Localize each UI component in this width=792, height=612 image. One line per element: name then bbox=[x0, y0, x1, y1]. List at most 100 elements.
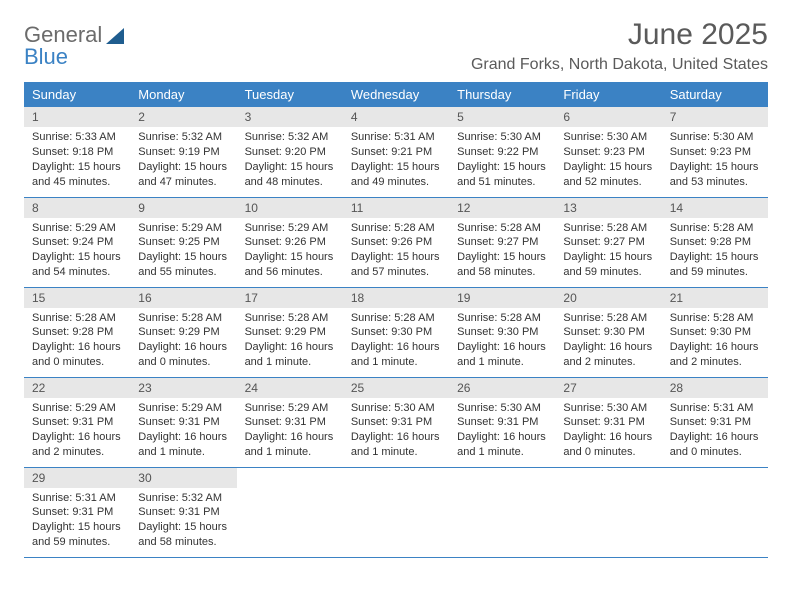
sunset-line: Sunset: 9:19 PM bbox=[138, 145, 228, 160]
sunset-line: Sunset: 9:31 PM bbox=[457, 415, 547, 430]
daylight-line: Daylight: 16 hours and 1 minute. bbox=[245, 340, 335, 370]
calendar-day-cell: 11Sunrise: 5:28 AMSunset: 9:26 PMDayligh… bbox=[343, 197, 449, 287]
day-body: Sunrise: 5:30 AMSunset: 9:31 PMDaylight:… bbox=[555, 398, 661, 464]
sunset-line: Sunset: 9:21 PM bbox=[351, 145, 441, 160]
daylight-line: Daylight: 15 hours and 51 minutes. bbox=[457, 160, 547, 190]
day-number: 1 bbox=[24, 107, 130, 127]
sunset-line: Sunset: 9:31 PM bbox=[138, 505, 228, 520]
calendar-week-row: 15Sunrise: 5:28 AMSunset: 9:28 PMDayligh… bbox=[24, 287, 768, 377]
day-number: 18 bbox=[343, 288, 449, 308]
sunset-line: Sunset: 9:27 PM bbox=[563, 235, 653, 250]
calendar-day-cell: 16Sunrise: 5:28 AMSunset: 9:29 PMDayligh… bbox=[130, 287, 236, 377]
sunset-line: Sunset: 9:31 PM bbox=[563, 415, 653, 430]
day-number: 14 bbox=[662, 198, 768, 218]
sunrise-line: Sunrise: 5:31 AM bbox=[32, 491, 122, 506]
calendar-day-cell bbox=[343, 467, 449, 557]
day-body: Sunrise: 5:28 AMSunset: 9:30 PMDaylight:… bbox=[555, 308, 661, 374]
day-number: 30 bbox=[130, 468, 236, 488]
daylight-line: Daylight: 16 hours and 1 minute. bbox=[457, 340, 547, 370]
day-number: 13 bbox=[555, 198, 661, 218]
month-title: June 2025 bbox=[471, 18, 768, 52]
page-root: General Blue June 2025 Grand Forks, Nort… bbox=[0, 0, 792, 576]
sunset-line: Sunset: 9:31 PM bbox=[351, 415, 441, 430]
brand-logo: General Blue bbox=[24, 24, 128, 68]
sunset-line: Sunset: 9:18 PM bbox=[32, 145, 122, 160]
sunrise-line: Sunrise: 5:29 AM bbox=[138, 221, 228, 236]
day-number: 9 bbox=[130, 198, 236, 218]
sunset-line: Sunset: 9:24 PM bbox=[32, 235, 122, 250]
sunrise-line: Sunrise: 5:29 AM bbox=[138, 401, 228, 416]
day-body: Sunrise: 5:29 AMSunset: 9:31 PMDaylight:… bbox=[237, 398, 343, 464]
sunrise-line: Sunrise: 5:32 AM bbox=[245, 130, 335, 145]
day-number: 17 bbox=[237, 288, 343, 308]
day-body: Sunrise: 5:28 AMSunset: 9:30 PMDaylight:… bbox=[449, 308, 555, 374]
sunset-line: Sunset: 9:28 PM bbox=[32, 325, 122, 340]
daylight-line: Daylight: 16 hours and 1 minute. bbox=[457, 430, 547, 460]
daylight-line: Daylight: 16 hours and 0 minutes. bbox=[670, 430, 760, 460]
day-body: Sunrise: 5:30 AMSunset: 9:23 PMDaylight:… bbox=[662, 127, 768, 193]
daylight-line: Daylight: 16 hours and 1 minute. bbox=[245, 430, 335, 460]
daylight-line: Daylight: 15 hours and 58 minutes. bbox=[457, 250, 547, 280]
day-body: Sunrise: 5:30 AMSunset: 9:31 PMDaylight:… bbox=[449, 398, 555, 464]
calendar-day-cell: 19Sunrise: 5:28 AMSunset: 9:30 PMDayligh… bbox=[449, 287, 555, 377]
day-number: 16 bbox=[130, 288, 236, 308]
day-number: 11 bbox=[343, 198, 449, 218]
sunset-line: Sunset: 9:31 PM bbox=[138, 415, 228, 430]
header: General Blue June 2025 Grand Forks, Nort… bbox=[24, 18, 768, 74]
calendar-day-cell: 25Sunrise: 5:30 AMSunset: 9:31 PMDayligh… bbox=[343, 377, 449, 467]
calendar-day-cell: 18Sunrise: 5:28 AMSunset: 9:30 PMDayligh… bbox=[343, 287, 449, 377]
daylight-line: Daylight: 16 hours and 1 minute. bbox=[351, 430, 441, 460]
daylight-line: Daylight: 15 hours and 57 minutes. bbox=[351, 250, 441, 280]
sunrise-line: Sunrise: 5:30 AM bbox=[351, 401, 441, 416]
calendar-week-row: 1Sunrise: 5:33 AMSunset: 9:18 PMDaylight… bbox=[24, 107, 768, 197]
calendar-day-cell: 1Sunrise: 5:33 AMSunset: 9:18 PMDaylight… bbox=[24, 107, 130, 197]
calendar-day-cell bbox=[237, 467, 343, 557]
day-body: Sunrise: 5:28 AMSunset: 9:30 PMDaylight:… bbox=[343, 308, 449, 374]
sunrise-line: Sunrise: 5:28 AM bbox=[351, 221, 441, 236]
daylight-line: Daylight: 16 hours and 1 minute. bbox=[351, 340, 441, 370]
sunrise-line: Sunrise: 5:31 AM bbox=[351, 130, 441, 145]
sunrise-line: Sunrise: 5:28 AM bbox=[563, 311, 653, 326]
weekday-header: Thursday bbox=[449, 82, 555, 107]
calendar-week-row: 22Sunrise: 5:29 AMSunset: 9:31 PMDayligh… bbox=[24, 377, 768, 467]
sunrise-line: Sunrise: 5:28 AM bbox=[138, 311, 228, 326]
sunrise-line: Sunrise: 5:30 AM bbox=[563, 401, 653, 416]
daylight-line: Daylight: 16 hours and 2 minutes. bbox=[563, 340, 653, 370]
sunrise-line: Sunrise: 5:31 AM bbox=[670, 401, 760, 416]
daylight-line: Daylight: 15 hours and 53 minutes. bbox=[670, 160, 760, 190]
day-number: 7 bbox=[662, 107, 768, 127]
brand-blue: Blue bbox=[24, 46, 128, 68]
calendar-day-cell: 5Sunrise: 5:30 AMSunset: 9:22 PMDaylight… bbox=[449, 107, 555, 197]
sunset-line: Sunset: 9:30 PM bbox=[351, 325, 441, 340]
daylight-line: Daylight: 16 hours and 0 minutes. bbox=[138, 340, 228, 370]
daylight-line: Daylight: 15 hours and 58 minutes. bbox=[138, 520, 228, 550]
day-number: 5 bbox=[449, 107, 555, 127]
calendar-day-cell: 26Sunrise: 5:30 AMSunset: 9:31 PMDayligh… bbox=[449, 377, 555, 467]
calendar-day-cell: 13Sunrise: 5:28 AMSunset: 9:27 PMDayligh… bbox=[555, 197, 661, 287]
day-body: Sunrise: 5:32 AMSunset: 9:19 PMDaylight:… bbox=[130, 127, 236, 193]
weekday-header: Sunday bbox=[24, 82, 130, 107]
day-body: Sunrise: 5:28 AMSunset: 9:27 PMDaylight:… bbox=[555, 218, 661, 284]
sunset-line: Sunset: 9:30 PM bbox=[457, 325, 547, 340]
calendar-day-cell bbox=[662, 467, 768, 557]
sunset-line: Sunset: 9:31 PM bbox=[32, 415, 122, 430]
sunrise-line: Sunrise: 5:28 AM bbox=[32, 311, 122, 326]
day-number: 8 bbox=[24, 198, 130, 218]
sunrise-line: Sunrise: 5:30 AM bbox=[457, 401, 547, 416]
day-body: Sunrise: 5:32 AMSunset: 9:20 PMDaylight:… bbox=[237, 127, 343, 193]
calendar-day-cell: 9Sunrise: 5:29 AMSunset: 9:25 PMDaylight… bbox=[130, 197, 236, 287]
sunset-line: Sunset: 9:27 PM bbox=[457, 235, 547, 250]
daylight-line: Daylight: 15 hours and 48 minutes. bbox=[245, 160, 335, 190]
day-number: 15 bbox=[24, 288, 130, 308]
sunrise-line: Sunrise: 5:29 AM bbox=[245, 401, 335, 416]
day-body: Sunrise: 5:29 AMSunset: 9:31 PMDaylight:… bbox=[24, 398, 130, 464]
calendar-day-cell: 27Sunrise: 5:30 AMSunset: 9:31 PMDayligh… bbox=[555, 377, 661, 467]
sunset-line: Sunset: 9:23 PM bbox=[563, 145, 653, 160]
sunset-line: Sunset: 9:25 PM bbox=[138, 235, 228, 250]
calendar-day-cell: 29Sunrise: 5:31 AMSunset: 9:31 PMDayligh… bbox=[24, 467, 130, 557]
sunset-line: Sunset: 9:28 PM bbox=[670, 235, 760, 250]
weekday-header-row: Sunday Monday Tuesday Wednesday Thursday… bbox=[24, 82, 768, 107]
sunrise-line: Sunrise: 5:30 AM bbox=[563, 130, 653, 145]
weekday-header: Monday bbox=[130, 82, 236, 107]
brand-text: General Blue bbox=[24, 24, 128, 68]
